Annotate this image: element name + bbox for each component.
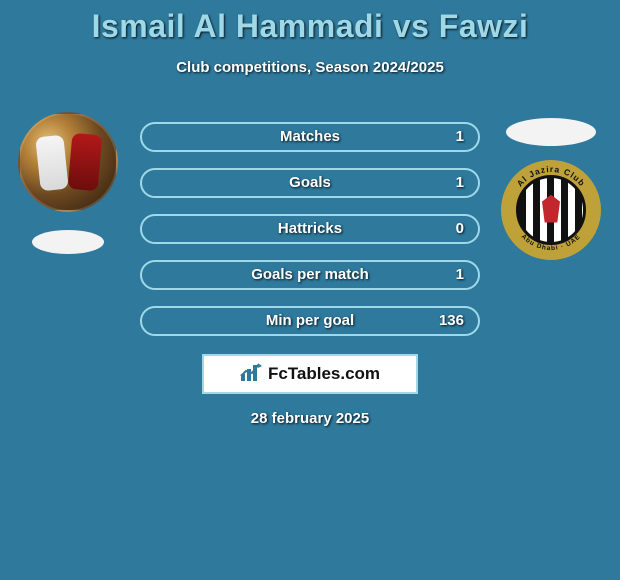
left-player-block: [8, 112, 128, 254]
page-title: Ismail Al Hammadi vs Fawzi: [0, 0, 620, 45]
club-inner-stripes: [516, 175, 586, 245]
left-player-avatar: [18, 112, 118, 212]
stat-value: 1: [456, 170, 464, 196]
right-player-club-logo: Al Jazira Club Abu Dhabi · UAE: [501, 160, 601, 260]
stat-value: 1: [456, 262, 464, 288]
stat-label: Goals per match: [142, 262, 478, 288]
stat-label: Min per goal: [142, 308, 478, 334]
stat-row: Hattricks0: [140, 214, 480, 244]
footer-date: 28 february 2025: [0, 410, 620, 427]
stat-row: Goals per match1: [140, 260, 480, 290]
right-player-flag-oval: [506, 118, 596, 146]
stat-row: Goals1: [140, 168, 480, 198]
stat-value: 1: [456, 124, 464, 150]
right-player-block: Al Jazira Club Abu Dhabi · UAE: [496, 118, 606, 260]
stat-label: Goals: [142, 170, 478, 196]
branding-box[interactable]: FcTables.com: [202, 354, 418, 394]
bar-chart-icon: [240, 362, 264, 387]
stat-label: Hattricks: [142, 216, 478, 242]
page-subtitle: Club competitions, Season 2024/2025: [0, 59, 620, 76]
stat-row: Matches1: [140, 122, 480, 152]
stat-value: 0: [456, 216, 464, 242]
left-player-flag-oval: [32, 230, 104, 254]
branding-label: FcTables.com: [268, 364, 380, 384]
stat-label: Matches: [142, 124, 478, 150]
stats-table: Matches1Goals1Hattricks0Goals per match1…: [140, 122, 480, 352]
stat-value: 136: [439, 308, 464, 334]
stat-row: Min per goal136: [140, 306, 480, 336]
page-root: Ismail Al Hammadi vs Fawzi Club competit…: [0, 0, 620, 580]
